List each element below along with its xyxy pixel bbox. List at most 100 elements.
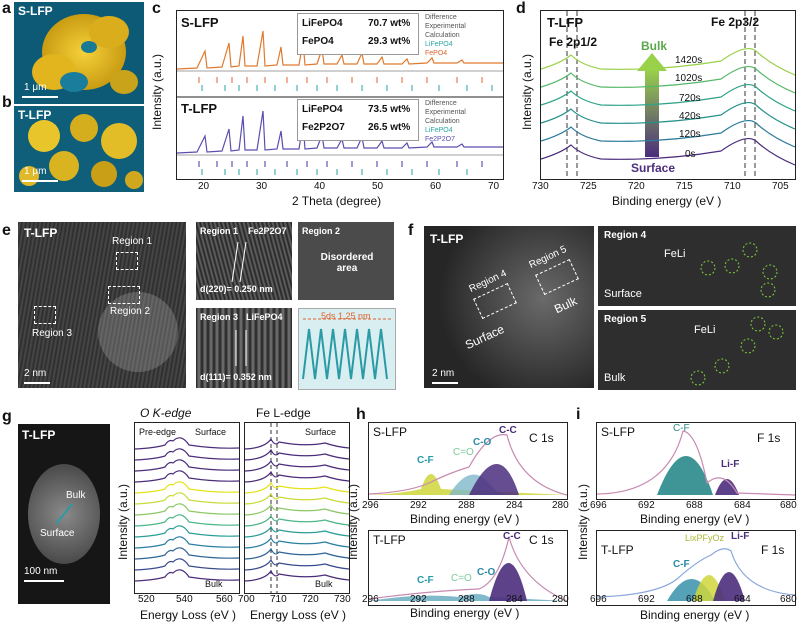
f1s-b-peak: C-F xyxy=(673,559,690,570)
fe2p-trace xyxy=(540,84,796,112)
profile-wave xyxy=(302,318,391,380)
c1s-peak: C-O xyxy=(473,437,492,448)
fe-ledge-trace xyxy=(244,503,350,516)
region1-tag: Region 1 xyxy=(112,236,153,247)
c1s-b-peak: C-O xyxy=(477,567,496,578)
f1s-peak: C-F xyxy=(673,423,690,434)
legend-entry: FePO4 xyxy=(425,50,448,57)
o-kedge-trace xyxy=(134,569,240,582)
fe2p-trace xyxy=(540,138,796,166)
phase-value: 73.5 wt% xyxy=(368,104,411,115)
o-kedge-trace xyxy=(134,448,240,461)
stem-region4: Region 4 FeLi Surface xyxy=(598,226,796,306)
phase-value: 26.5 wt% xyxy=(368,122,411,133)
r4-label: Region 4 xyxy=(604,230,647,241)
region2-box xyxy=(108,286,140,304)
fe-ledge-trace xyxy=(244,459,350,472)
panel-letter-f: f xyxy=(408,222,414,239)
fe2p-arrow-top: Bulk xyxy=(641,39,668,53)
o-kedge-trace xyxy=(134,492,240,505)
phase-name: Fe2P2O7 xyxy=(302,122,345,133)
f1s-bottom-core: F 1s xyxy=(761,543,785,557)
r1-lines xyxy=(231,241,247,283)
r4-circles xyxy=(700,242,778,298)
c1s-xtick: 280 xyxy=(552,500,569,511)
r3-label: Region 3 xyxy=(200,312,239,322)
c1s-xtick: 292 xyxy=(410,500,427,511)
c1s-b-peak: C=O xyxy=(451,573,472,584)
xrd-xtick: 30 xyxy=(256,181,268,192)
g-surface: Surface xyxy=(40,528,75,539)
c1s-top-label: S-LFP xyxy=(373,425,408,439)
legend-entry: Experimental xyxy=(425,109,466,116)
fe-xtick: 720 xyxy=(302,594,319,605)
f1s-top-traces xyxy=(596,430,796,496)
stem-f-main: T-LFP Region 5 Region 4 Surface Bulk 2 n… xyxy=(424,226,594,388)
f1s-xtick: 696 xyxy=(590,500,607,511)
f1s-top-xlabel: Binding energy (eV ) xyxy=(640,512,750,526)
r3-d: d(111)= 0.352 nm xyxy=(200,372,272,382)
xrd-ylabel: Intensity (a.u.) xyxy=(150,53,164,130)
r3-lines xyxy=(235,330,247,366)
c1s-b-xtick: 292 xyxy=(410,594,427,605)
stem-f-scale: 2 nm xyxy=(432,368,455,379)
fe-ledge-frame: Surface Bulk xyxy=(244,422,350,594)
panel-letter-g: g xyxy=(2,408,12,425)
fe2p-trace xyxy=(540,48,796,76)
xrd-xtick: 20 xyxy=(198,181,210,192)
fe2p-xtick: 725 xyxy=(580,181,597,192)
g-label: T-LFP xyxy=(22,428,56,442)
g-scalebar xyxy=(24,580,64,582)
c1s-b-xtick: 280 xyxy=(552,594,569,605)
f1s-xtick: 684 xyxy=(734,500,751,511)
fe-ledge-trace xyxy=(244,514,350,527)
f1s-bottom-traces xyxy=(596,548,796,601)
r4-fe: FeLi xyxy=(664,248,686,260)
o-title: O K-edge xyxy=(140,406,192,420)
panel-letter-i: i xyxy=(576,406,581,423)
fe-ledge-trace xyxy=(244,481,350,494)
stem-f-scalebar xyxy=(432,382,458,384)
fe2p-time-label: 720s xyxy=(679,93,701,104)
o-kedge-frame: Pre-edge Surface Bulk xyxy=(134,422,240,594)
xrd-top-phase-table: LiFePO4 70.7 wt% FePO4 29.3 wt% xyxy=(297,13,419,55)
o-kedge-traces xyxy=(134,437,240,582)
xrd-top-label: S-LFP xyxy=(181,15,219,30)
f1s-bottom-xlabel: Binding energy (eV ) xyxy=(640,608,750,622)
fe-bulk: Bulk xyxy=(315,579,333,589)
phase-name: LiFePO4 xyxy=(302,104,343,115)
o-kedge-trace xyxy=(134,437,240,450)
fe-ledge-trace xyxy=(244,437,350,450)
tem-region1: Region 1 Fe2P2O7 d(220)= 0.250 nm xyxy=(196,222,292,300)
phase-name: LiFePO4 xyxy=(302,18,343,29)
o-xtick: 560 xyxy=(216,594,233,605)
o-xtick: 540 xyxy=(176,594,193,605)
xrd-xlabel: 2 Theta (degree) xyxy=(292,194,382,208)
sem-b-scale: 1 μm xyxy=(24,166,47,177)
fe2p-time-label: 420s xyxy=(679,111,701,122)
fe2p-trace xyxy=(540,120,796,148)
c1s-top-core: C 1s xyxy=(529,431,554,445)
fe-ledge-traces xyxy=(244,423,350,593)
fe-xtick: 710 xyxy=(270,594,287,605)
r4-pos: Surface xyxy=(604,288,642,300)
f1s-b-xtick: 696 xyxy=(590,594,607,605)
eels-ylabel: Intensity (a.u.) xyxy=(116,483,130,560)
c1s-peak: C=O xyxy=(453,447,474,458)
fe-xtick: 700 xyxy=(238,594,255,605)
fe2p-xtick: 705 xyxy=(772,181,789,192)
fe2p-time-label: 120s xyxy=(679,129,701,140)
f1s-b-xtick: 684 xyxy=(734,594,751,605)
f1s-xtick: 692 xyxy=(638,500,655,511)
xrd-xtick: 40 xyxy=(314,181,326,192)
fe-ledge-trace xyxy=(244,558,350,571)
panel-letter-a: a xyxy=(2,0,11,17)
tem-region2: Region 2 Disordered area xyxy=(298,222,394,300)
c1s-ylabel: Intensity (a.u.) xyxy=(346,483,360,560)
r2-text: Disordered area xyxy=(320,252,374,274)
fe2p-xtick: 730 xyxy=(532,181,549,192)
fe2p-trace xyxy=(540,102,796,130)
fe2p-time-label: 1420s xyxy=(675,55,703,66)
fe2p-time-label: 0s xyxy=(685,149,696,160)
c1s-b-xtick: 288 xyxy=(458,594,475,605)
